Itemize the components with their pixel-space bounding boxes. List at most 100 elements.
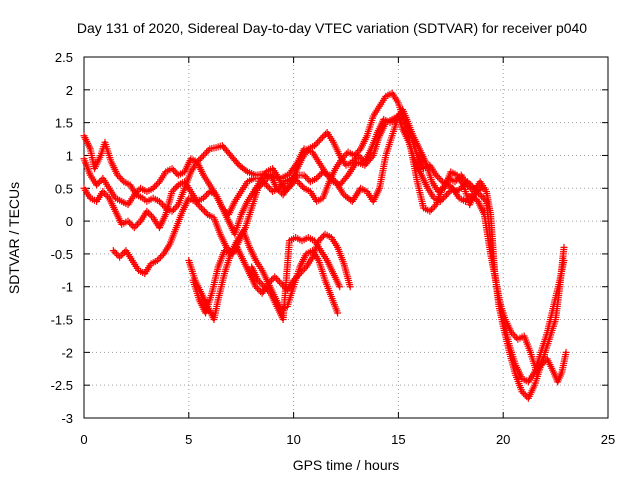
data-point — [254, 276, 262, 284]
data-point — [448, 184, 456, 192]
data-point — [330, 176, 338, 184]
y-tick-label: -3 — [61, 411, 73, 426]
data-point — [144, 209, 152, 217]
data-point — [355, 151, 363, 159]
data-point — [451, 178, 459, 186]
y-tick-label: -2.5 — [51, 378, 73, 393]
y-axis-tick-labels: 2.5 2 1.5 1 0.5 0 -0.5 -1 -1.5 -2 -2.5 -3 — [51, 50, 73, 426]
data-point — [168, 207, 176, 215]
data-point — [356, 153, 364, 161]
data-points — [80, 89, 570, 402]
data-point — [431, 202, 439, 210]
data-point — [170, 186, 178, 194]
data-point — [114, 171, 122, 179]
data-point — [312, 140, 320, 148]
data-point — [170, 166, 178, 174]
data-point — [443, 191, 451, 199]
data-point — [201, 150, 209, 158]
data-point — [276, 188, 284, 196]
data-point — [478, 192, 486, 200]
data-point — [234, 160, 242, 168]
data-point — [109, 247, 117, 255]
plot-frame — [83, 56, 609, 419]
y-tick-label: -1.5 — [51, 313, 73, 328]
data-point — [343, 173, 351, 181]
data-point — [274, 276, 282, 284]
chart-title: Day 131 of 2020, Sidereal Day-to-day VTE… — [77, 20, 587, 36]
data-point — [171, 168, 179, 176]
data-point — [171, 204, 179, 212]
data-point — [242, 167, 250, 175]
data-point — [99, 188, 107, 196]
data-point — [130, 224, 138, 232]
data-point — [201, 207, 209, 215]
y-tick-label: -1 — [61, 280, 73, 295]
series-track-c — [80, 112, 570, 402]
y-tick-label: -2 — [61, 345, 73, 360]
data-point — [262, 176, 270, 184]
data-point — [562, 348, 570, 356]
data-point — [320, 132, 328, 140]
data-point — [299, 183, 307, 191]
data-point — [327, 173, 335, 181]
data-point — [152, 181, 160, 189]
data-point — [173, 183, 181, 191]
data-point — [300, 171, 308, 179]
data-point — [132, 222, 140, 230]
data-point — [168, 165, 176, 173]
data-point — [432, 171, 440, 179]
data-point — [336, 283, 344, 291]
series-track-e — [185, 230, 354, 324]
data-point — [203, 148, 211, 156]
data-point — [295, 179, 303, 187]
data-point — [119, 250, 127, 258]
data-point — [191, 197, 199, 205]
data-point — [509, 330, 517, 338]
data-point — [115, 173, 123, 181]
axis-ticks — [83, 56, 609, 419]
data-point — [429, 204, 437, 212]
data-point — [302, 173, 310, 181]
data-point — [198, 153, 206, 161]
x-axis-title: GPS time / hours — [293, 457, 400, 473]
data-point — [257, 181, 265, 189]
data-point — [201, 192, 209, 200]
data-point — [277, 279, 285, 287]
y-tick-label: 2.5 — [55, 50, 73, 65]
data-point — [93, 181, 101, 189]
data-point — [437, 176, 445, 184]
data-point — [173, 202, 181, 210]
data-point — [560, 243, 568, 251]
y-axis-title: SDTVAR / TECUs — [6, 182, 22, 294]
y-tick-label: 0.5 — [55, 181, 73, 196]
data-point — [297, 181, 305, 189]
data-point — [260, 178, 268, 186]
data-point — [318, 133, 326, 141]
data-point — [143, 207, 151, 215]
data-point — [96, 178, 104, 186]
data-point — [117, 252, 125, 260]
data-point — [508, 329, 516, 337]
data-point — [318, 234, 326, 241]
data-point — [467, 184, 475, 192]
data-point — [262, 284, 270, 292]
data-point — [265, 288, 273, 296]
data-point — [254, 184, 262, 192]
data-point — [518, 388, 526, 396]
data-point — [159, 201, 167, 209]
data-point — [259, 281, 267, 289]
data-point — [197, 204, 205, 212]
data-point — [155, 197, 163, 205]
data-point — [155, 255, 163, 263]
data-point — [151, 183, 159, 191]
data-point — [204, 147, 212, 155]
data-point — [444, 189, 452, 197]
data-point — [265, 184, 273, 192]
data-point — [146, 211, 154, 219]
data-point — [317, 135, 325, 143]
data-point — [112, 250, 120, 258]
x-tick-label: 0 — [80, 432, 87, 447]
data-point — [253, 284, 261, 292]
data-point — [117, 174, 125, 182]
data-point — [537, 361, 545, 369]
